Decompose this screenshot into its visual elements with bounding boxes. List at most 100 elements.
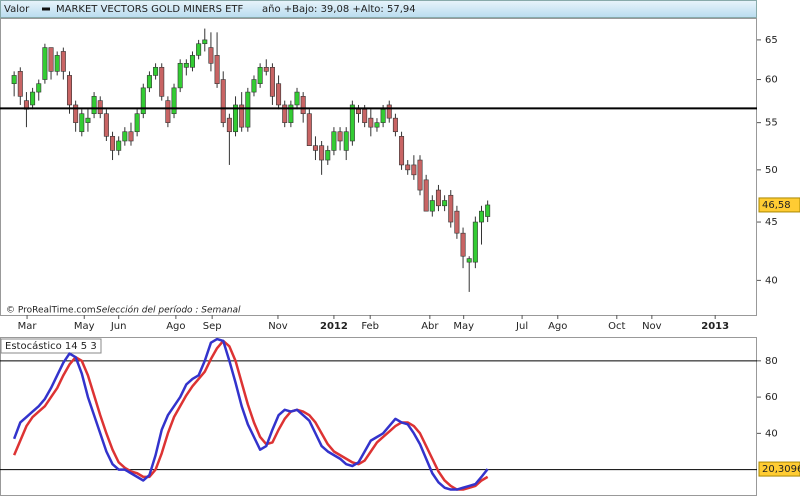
candle-body	[183, 62, 189, 68]
candle-body	[208, 47, 214, 64]
candle-body	[411, 164, 417, 176]
x-tick-label: Mar	[18, 321, 38, 332]
candle-body	[122, 131, 128, 142]
last-value-label: 20,3096	[762, 464, 800, 475]
candle-body	[294, 91, 300, 106]
candle-body	[448, 194, 454, 223]
y-tick-label: 65	[765, 35, 778, 46]
candle-body	[79, 113, 85, 133]
candle-body	[442, 200, 448, 207]
last-value-label: 46,58	[762, 200, 791, 211]
candle-body	[54, 55, 60, 72]
candle-body	[159, 67, 165, 97]
candle-body	[331, 131, 337, 151]
candle-body	[91, 96, 97, 115]
candle-body	[177, 62, 183, 89]
candle-body	[146, 75, 152, 89]
candle-body	[356, 109, 362, 115]
candle-body	[485, 204, 491, 217]
candle-body	[171, 87, 177, 115]
candle-body	[282, 104, 288, 123]
candle-body	[337, 131, 343, 142]
candle-body	[362, 109, 368, 123]
candle-body	[405, 164, 411, 171]
candle-body	[269, 67, 275, 97]
x-tick-label: Ago	[166, 321, 185, 332]
x-tick-label: Nov	[268, 321, 288, 332]
x-tick-label: Oct	[608, 321, 625, 332]
y-tick-label: 40	[765, 428, 778, 439]
candle-body	[17, 71, 23, 97]
candle-body	[306, 113, 312, 146]
y-tick-label: 45	[765, 217, 778, 228]
x-tick-label: 2013	[701, 321, 729, 332]
candle-body	[97, 100, 103, 115]
indicator-label: Estocástico 14 5 3	[5, 340, 97, 352]
candle-body	[374, 122, 380, 128]
candle-body	[233, 104, 239, 133]
x-tick-label: May	[74, 321, 95, 332]
candle-body	[392, 117, 398, 133]
candle-body	[325, 150, 331, 161]
price-panel	[0, 18, 757, 316]
stochastic-line	[12, 339, 489, 491]
last-value-box	[758, 197, 800, 213]
x-tick-label: May	[453, 321, 474, 332]
candle-body	[196, 43, 202, 56]
candle-body	[466, 258, 472, 263]
legend-entry: MARKET VECTORS GOLD MINERS ETF	[56, 4, 244, 15]
x-tick-label: Nov	[642, 321, 662, 332]
x-tick-label: Ago	[548, 321, 567, 332]
candle-body	[116, 140, 122, 151]
candle-body	[263, 67, 269, 72]
candle-body	[479, 210, 485, 223]
candle-body	[239, 104, 245, 128]
header-label: Valor	[4, 4, 30, 15]
candle-body	[189, 55, 195, 68]
candle-body	[226, 117, 232, 133]
header-bar	[0, 0, 757, 18]
candle-body	[48, 47, 54, 72]
candle-body	[454, 210, 460, 234]
candle-body	[165, 100, 171, 123]
candle-body	[214, 55, 220, 84]
candle-body	[153, 67, 159, 76]
candle-body	[66, 75, 72, 106]
candle-body	[257, 67, 263, 84]
y-tick-label: 55	[765, 118, 778, 129]
last-value-box	[758, 461, 800, 477]
candle-body	[429, 200, 435, 212]
y-tick-label: 80	[765, 356, 778, 367]
candle-body	[300, 96, 306, 115]
y-tick-label: 60	[765, 392, 778, 403]
candle-body	[220, 79, 226, 123]
x-tick-label: 2012	[320, 321, 348, 332]
candle-body	[103, 113, 109, 137]
candle-body	[435, 189, 441, 207]
candle-body	[343, 131, 349, 151]
candle-body	[288, 104, 294, 123]
candle-body	[251, 79, 257, 93]
candle-body	[386, 104, 392, 119]
y-tick-label: 50	[765, 165, 778, 176]
period: Selección del período : Semanal	[96, 305, 241, 316]
x-tick-label: Jun	[110, 321, 127, 332]
candle-body	[11, 75, 17, 84]
candle-body	[60, 51, 66, 72]
candle-body	[36, 83, 42, 93]
candle-body	[42, 47, 48, 80]
indicator-label-box	[0, 338, 102, 354]
candle-body	[312, 145, 318, 151]
candle-body	[349, 104, 355, 142]
candle-body	[423, 179, 429, 212]
subtitle: año +Bajo: 39,08 +Alto: 57,94	[262, 4, 416, 15]
candle-body	[85, 117, 91, 123]
y-tick-label: 40	[765, 275, 778, 286]
candle-body	[202, 39, 208, 45]
x-tick-label: Sep	[203, 321, 222, 332]
source: © ProRealTime.com	[6, 306, 96, 316]
candle-body	[134, 113, 140, 133]
x-tick-label: Feb	[361, 321, 379, 332]
candle-body	[368, 117, 374, 128]
